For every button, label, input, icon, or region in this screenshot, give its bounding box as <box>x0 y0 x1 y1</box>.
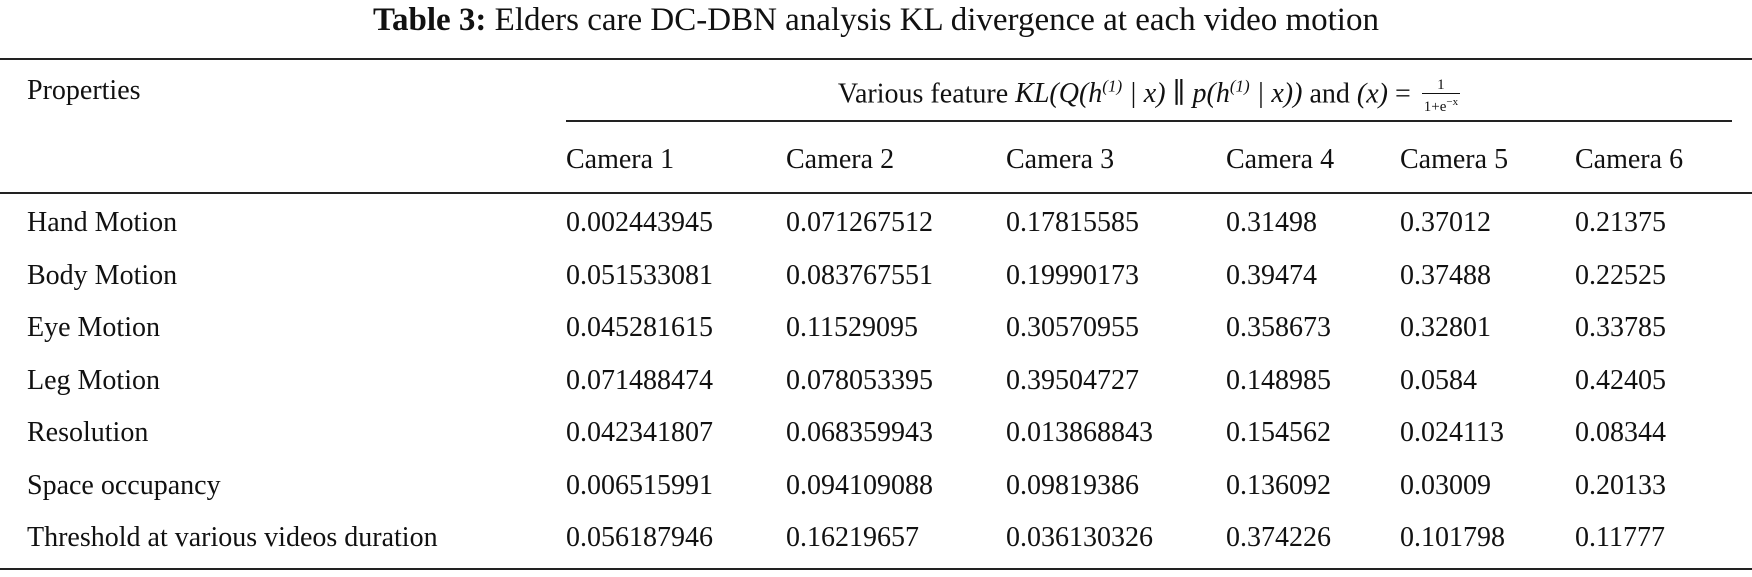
table-cell: 0.002443945 <box>566 207 713 238</box>
table-cell: 0.071488474 <box>566 365 713 396</box>
row-label: Space occupancy <box>27 470 221 501</box>
table-cell: 0.078053395 <box>786 365 933 396</box>
table-cell: 0.39474 <box>1226 260 1317 291</box>
table-cell: 0.33785 <box>1575 312 1666 343</box>
table-cell: 0.21375 <box>1575 207 1666 238</box>
table-cell: 0.22525 <box>1575 260 1666 291</box>
camera-header-6: Camera 6 <box>1575 144 1684 175</box>
table-cell: 0.08344 <box>1575 417 1666 448</box>
table-cell: 0.374226 <box>1226 522 1331 553</box>
table-cell: 0.37012 <box>1400 207 1491 238</box>
table-cell: 0.31498 <box>1226 207 1317 238</box>
table-cell: 0.358673 <box>1226 312 1331 343</box>
table-cell: 0.17815585 <box>1006 207 1139 238</box>
row-label: Resolution <box>27 417 149 448</box>
table-cell: 0.042341807 <box>566 417 713 448</box>
table-cell: 0.083767551 <box>786 260 933 291</box>
table-cell: 0.42405 <box>1575 365 1666 396</box>
bottom-rule <box>0 568 1752 570</box>
kl-formula: KL(Q(h(1) | x) ∥ p(h(1) | x)) <box>1015 77 1303 110</box>
table-cell: 0.19990173 <box>1006 260 1139 291</box>
table-cell: 0.094109088 <box>786 470 933 501</box>
caption-text: Elders care DC-DBN analysis KL divergenc… <box>494 2 1379 38</box>
properties-header: Properties <box>27 75 141 106</box>
table-cell: 0.37488 <box>1400 260 1491 291</box>
camera-header-3: Camera 3 <box>1006 144 1115 175</box>
top-rule <box>0 58 1752 60</box>
table-cell: 0.068359943 <box>786 417 933 448</box>
table-cell: 0.101798 <box>1400 522 1505 553</box>
camera-header-4: Camera 4 <box>1226 144 1335 175</box>
table-cell: 0.136092 <box>1226 470 1331 501</box>
sigmoid-fraction: 1 1+e−x <box>1421 76 1461 115</box>
table-cell: 0.036130326 <box>1006 522 1153 553</box>
table-cell: 0.154562 <box>1226 417 1331 448</box>
table-cell: 0.16219657 <box>786 522 919 553</box>
table-cell: 0.045281615 <box>566 312 713 343</box>
row-label: Body Motion <box>27 260 178 291</box>
table-cell: 0.024113 <box>1400 417 1504 448</box>
row-label: Leg Motion <box>27 365 160 396</box>
camera-header-1: Camera 1 <box>566 144 675 175</box>
table-caption: Table 3: Elders care DC-DBN analysis KL … <box>0 0 1752 40</box>
row-label: Hand Motion <box>27 207 178 238</box>
table-cell: 0.056187946 <box>566 522 713 553</box>
table-cell: 0.0584 <box>1400 365 1477 396</box>
camera-header-5: Camera 5 <box>1400 144 1509 175</box>
table-cell: 0.006515991 <box>566 470 713 501</box>
table-cell: 0.013868843 <box>1006 417 1153 448</box>
table-cell: 0.051533081 <box>566 260 713 291</box>
table-cell: 0.39504727 <box>1006 365 1139 396</box>
table-cell: 0.30570955 <box>1006 312 1139 343</box>
camera-header-2: Camera 2 <box>786 144 895 175</box>
table-cell: 0.071267512 <box>786 207 933 238</box>
feature-span-header: Various feature KL(Q(h(1) | x) ∥ p(h(1) … <box>837 76 1461 115</box>
table-cell: 0.148985 <box>1226 365 1331 396</box>
row-label: Threshold at various videos duration <box>27 522 438 553</box>
table-cell: 0.03009 <box>1400 470 1491 501</box>
header-rule <box>0 192 1752 194</box>
table-cell: 0.09819386 <box>1006 470 1139 501</box>
span-rule <box>566 120 1732 122</box>
span-prefix: Various feature <box>837 78 1009 110</box>
table-cell: 0.11529095 <box>786 312 918 343</box>
table-cell: 0.11777 <box>1575 522 1665 553</box>
caption-label: Table 3: <box>373 2 487 38</box>
row-label: Eye Motion <box>27 312 160 343</box>
table-cell: 0.32801 <box>1400 312 1491 343</box>
table-cell: 0.20133 <box>1575 470 1666 501</box>
